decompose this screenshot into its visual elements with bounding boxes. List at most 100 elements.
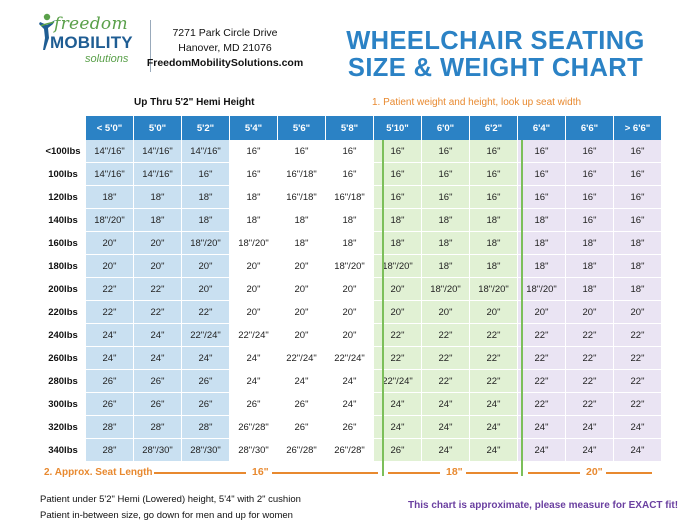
seat-size-cell: 16" [614,140,662,163]
seat-size-cell: 28" [182,416,230,439]
seat-size-cell: 18" [470,255,518,278]
seat-size-cell: 22" [422,324,470,347]
company-address: 7271 Park Circle Drive Hanover, MD 21076… [145,26,305,71]
seat-size-cell: 18"/20" [518,278,566,301]
seat-size-cell: 20" [86,255,134,278]
seat-size-cell: 28"/30" [134,439,182,462]
seat-size-cell: 24" [182,347,230,370]
seat-size-cell: 20" [614,301,662,324]
seat-size-cell: 20" [182,278,230,301]
seat-size-cell: 18" [470,209,518,232]
seat-size-cell: 16" [470,186,518,209]
weight-row: 260lbs 24" 24" 24" 24" 22"/24" 22"/24" 22" 22" 22… [40,347,662,370]
seat-size-cell: 16" [422,186,470,209]
seat-size-cell: 24" [566,416,614,439]
seat-size-cell: 22" [518,370,566,393]
logo-word-mobility: MOBILITY [50,33,133,52]
seat-size-cell: 22"/24" [230,324,278,347]
seat-size-cell: 22"/24" [278,347,326,370]
seat-size-cell: 18" [374,209,422,232]
seat-size-cell: 20" [374,278,422,301]
height-column-header: 5'0" [134,116,182,140]
seat-size-cell: 16" [422,163,470,186]
seat-size-cell: 16" [614,209,662,232]
seat-size-cell: 24" [470,439,518,462]
seat-size-cell: 20" [134,255,182,278]
seat-size-cell: 24" [134,347,182,370]
seat-length-line-20-right [606,472,652,474]
seat-size-cell: 18" [230,209,278,232]
seat-size-cell: 14"/16" [134,163,182,186]
in-between-footnote: Patient in-between size, go down for men… [40,510,293,521]
seat-size-cell: 24" [134,324,182,347]
weight-row: 320lbs 28" 28" 28" 26"/28" 26" 26" 24" 24" 24" 24"… [40,416,662,439]
seat-size-cell: 22"/24" [182,324,230,347]
seat-size-cell: 16" [566,186,614,209]
header-divider [150,20,151,72]
website-link[interactable]: FreedomMobilitySolutions.com [146,57,304,69]
seat-size-cell: 24" [566,439,614,462]
seat-size-cell: 20" [278,278,326,301]
seat-size-cell: 20" [230,301,278,324]
seat-size-cell: 16" [518,163,566,186]
weight-row-label: 300lbs [48,399,78,410]
height-column-header: 6'6" [566,116,614,140]
seat-size-cell: 16" [470,140,518,163]
weight-row: <100lbs 14"/16" 14"/16" 14"/16" 16" 16" 16" 16"… [40,140,662,163]
seat-size-cell: 26" [86,393,134,416]
seat-size-cell: 24" [470,393,518,416]
seat-size-cell: 18" [230,186,278,209]
seat-size-cell: 24" [614,439,662,462]
height-column-header: 5'4" [230,116,278,140]
company-logo[interactable]: freedom MOBILITY solutions [38,12,136,74]
seat-size-cell: 26" [278,416,326,439]
seat-size-cell: 20" [470,301,518,324]
seat-size-cell: 22" [86,278,134,301]
seat-length-line-18-right [466,472,518,474]
seat-size-cell: 26" [182,393,230,416]
weight-row-label: 100lbs [48,169,78,180]
seat-size-cell: 22" [470,324,518,347]
seat-size-cell: 18" [86,186,134,209]
seat-size-cell: 28"/30" [182,439,230,462]
height-column-header: 6'2" [470,116,518,140]
weight-row-label: 140lbs [48,215,78,226]
seat-size-cell: 26"/28" [278,439,326,462]
weight-row-label: 280lbs [48,376,78,387]
seat-size-cell: 22" [470,347,518,370]
seat-size-cell: 18"/20" [422,278,470,301]
logo-word-freedom: freedom [54,14,128,34]
seat-size-cell: 20" [422,301,470,324]
seat-size-cell: 18" [422,255,470,278]
weight-row: 160lbs 20" 20" 18"/20" 18"/20" 18" 18" 18" 18" 18… [40,232,662,255]
seat-size-cell: 18" [518,255,566,278]
seat-size-cell: 16" [326,140,374,163]
seat-size-cell: 18" [566,232,614,255]
weight-row-label: 340lbs [48,445,78,456]
weight-row: 180lbs 20" 20" 20" 20" 20" 18"/20" 18"/20" 18" 18… [40,255,662,278]
seat-length-16: 16" [252,466,269,478]
seat-size-cell: 22" [422,370,470,393]
seat-size-cell: 28"/30" [230,439,278,462]
seat-size-cell: 18" [182,209,230,232]
seat-size-cell: 18" [278,232,326,255]
seat-size-cell: 14"/16" [86,140,134,163]
seat-size-cell: 18" [518,209,566,232]
height-header-row: < 5'0" 5'0" 5'2" 5'4" 5'6" 5'8" 5'10" 6'0" 6'2" 6… [40,116,662,140]
seat-size-cell: 16" [614,186,662,209]
seat-size-cell: 24" [326,393,374,416]
seat-size-cell: 22" [134,301,182,324]
height-column-header: < 5'0" [86,116,134,140]
height-column-header: 6'4" [518,116,566,140]
seat-size-cell: 24" [326,370,374,393]
seat-size-cell: 18"/20" [326,255,374,278]
weight-row: 120lbs 18" 18" 18" 18" 16"/18" 16"/18" 16" 16" 16… [40,186,662,209]
weight-row: 140lbs 18"/20" 18" 18" 18" 18" 18" 18" 18" 18" 18"… [40,209,662,232]
seat-length-label: 2. Approx. Seat Length [44,467,153,478]
address-line-2: Hanover, MD 21076 [178,42,272,54]
seat-size-cell: 16" [518,140,566,163]
seat-size-cell: 16" [422,140,470,163]
seat-size-cell: 22"/24" [374,370,422,393]
seat-size-cell: 16"/18" [278,163,326,186]
seat-size-cell: 18" [470,232,518,255]
